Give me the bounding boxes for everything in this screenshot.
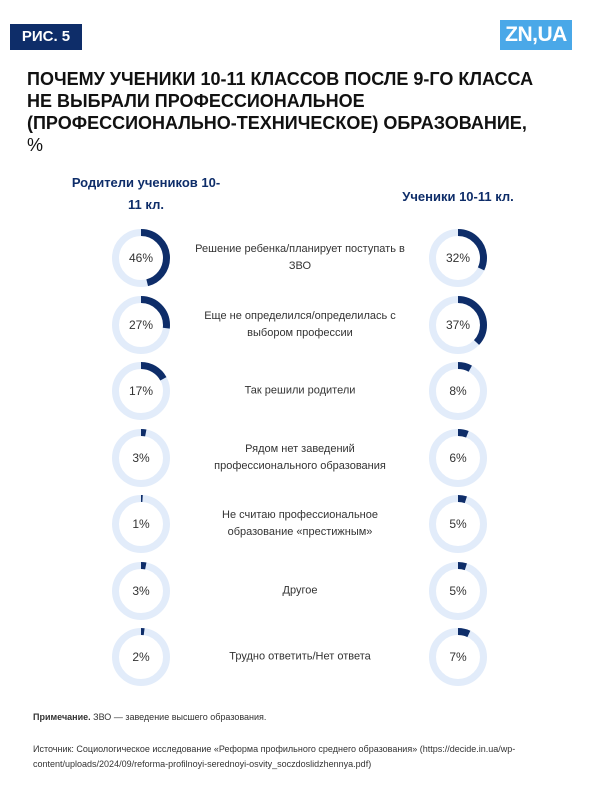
donut — [112, 295, 170, 354]
category-label: Решение ребенка/планирует поступать в ЗВ… — [195, 243, 405, 272]
donut — [429, 495, 487, 553]
legend-entry: Родители учеников 10-11 кл. — [71, 175, 221, 212]
donut-arc — [429, 362, 487, 420]
chart-title-block: ПОЧЕМУ УЧЕНИКИ 10-11 КЛАССОВ ПОСЛЕ 9-ГО … — [27, 68, 547, 156]
category-label: Другое — [282, 584, 318, 596]
value-label: 17% — [128, 384, 154, 398]
legend-entry: Ученики 10-11 кл. — [402, 189, 514, 204]
note-label: Примечание. — [33, 712, 91, 722]
donut — [112, 561, 170, 620]
donut-arc — [112, 229, 170, 287]
donut-arc — [429, 628, 487, 686]
donut-arc — [112, 362, 170, 420]
donut — [429, 561, 487, 620]
donut — [112, 362, 170, 420]
title-unit: % — [27, 135, 44, 155]
donut — [429, 229, 487, 287]
value-label: 8% — [449, 384, 467, 398]
donut-arc — [112, 561, 170, 620]
donut — [429, 362, 487, 420]
value-label: 3% — [132, 450, 150, 465]
note-text: ЗВО — заведение высшего образования. — [93, 712, 267, 722]
value-label: 27% — [128, 317, 154, 332]
chart-title: ПОЧЕМУ УЧЕНИКИ 10-11 КЛАССОВ ПОСЛЕ 9-ГО … — [27, 69, 534, 133]
donut — [429, 295, 487, 354]
value-label: 7% — [449, 650, 467, 664]
donut — [429, 428, 487, 487]
figure-label: РИС. 5 — [10, 24, 82, 50]
value-label: 3% — [132, 583, 150, 598]
donut — [112, 229, 170, 287]
donut — [112, 495, 170, 553]
donut-arc — [429, 561, 487, 620]
donut-arc — [112, 295, 170, 354]
donut-arc — [429, 295, 487, 354]
logo: ZN,UA — [500, 20, 572, 50]
donut — [112, 628, 170, 686]
value-label: 37% — [445, 317, 471, 332]
value-label: 5% — [449, 517, 467, 531]
donut-arc — [429, 495, 487, 553]
value-label: 32% — [445, 251, 471, 265]
donut-arc — [429, 229, 487, 287]
category-label: Еще не определился/определилась с выборо… — [204, 309, 396, 339]
donut-arc — [112, 628, 170, 686]
donut-arc — [112, 428, 170, 487]
category-label: Рядом нет заведений профессионального об… — [214, 442, 386, 472]
value-label: 5% — [449, 583, 467, 598]
donut — [112, 428, 170, 487]
value-label: 2% — [132, 650, 150, 664]
donut-arc — [112, 495, 170, 553]
value-label: 6% — [449, 450, 467, 465]
value-label: 1% — [132, 517, 150, 531]
donut — [429, 628, 487, 686]
donut-arc — [429, 428, 487, 487]
source: Источник: Социологическое исследование «… — [33, 744, 516, 769]
category-label: Трудно ответить/Нет ответа — [229, 650, 371, 663]
note: Примечание. ЗВО — заведение высшего обра… — [33, 712, 266, 722]
category-label: Не считаю профессиональное образование «… — [222, 509, 378, 538]
value-label: 46% — [128, 251, 154, 265]
category-label: Так решили родители — [244, 384, 356, 397]
